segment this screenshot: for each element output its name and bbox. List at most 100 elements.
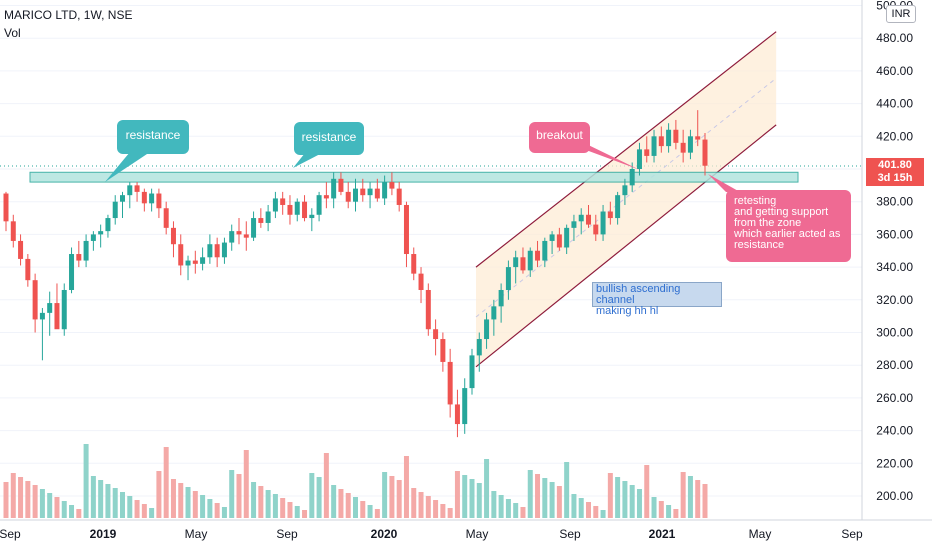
volume-bar [513,503,519,518]
candle-body [338,178,344,192]
breakout-callout[interactable]: breakout [529,122,590,153]
volume-bar [607,473,613,518]
volume-bar [280,498,286,518]
candle-body [658,136,664,147]
candle-body [54,303,60,330]
price-tick-label: 240.00 [876,424,913,438]
candle-body [112,201,118,219]
volume-bar [433,500,439,518]
chart-title: MARICO LTD, 1W, NSE [4,8,133,22]
volume-bar [469,479,475,518]
price-axis: 200.00 220.00 240.00 260.00 280.00 300.00 320.… [876,0,913,503]
volume-bar [549,482,555,518]
candle-body [141,191,147,204]
volume-bar [90,476,96,518]
candle-body [622,185,628,196]
volume-bar [251,482,257,518]
candle-body [440,339,446,362]
volume-bar [491,491,497,518]
candle-body [243,234,249,238]
volume-bar [185,487,191,518]
volume-bar [236,474,242,518]
candle-body [687,136,693,153]
volume-bar [163,447,169,518]
candle-body [25,258,31,281]
candle-body [316,195,322,215]
volume-bar [418,492,424,518]
candle-body [302,201,308,219]
volume-bar [586,502,591,518]
candle-body [192,260,198,264]
candle-body [69,254,75,290]
volume-bar [76,509,82,518]
volume-bar [221,507,227,518]
candle-body [527,250,533,271]
candle-body [469,355,475,389]
volume-bar [338,489,344,518]
volume-bar [120,492,125,518]
candle-body [280,198,286,205]
candle-body [367,188,373,196]
candle-body [178,244,184,266]
volume-bar [527,470,533,518]
candle-body [389,182,395,189]
resistance-callout-1[interactable]: resistance [117,120,189,154]
candle-body [600,211,606,235]
volume-bar [243,450,249,518]
channel-note[interactable]: bullish ascending channel making hh hl [592,282,722,317]
resistance-callout-2[interactable]: resistance [294,122,364,155]
retesting-line-3: from the zone [734,217,802,229]
candle-body [127,185,133,196]
volume-bar [192,491,198,518]
volume-bar [702,484,708,518]
volume-bar [272,494,278,518]
volume-bar [331,485,337,518]
candle-body [418,273,424,290]
candle-body [586,214,591,225]
volume-bar [680,472,686,518]
volume-bar [156,471,162,518]
volume-bar [615,477,621,518]
candle-body [32,280,38,320]
volume-bar [673,509,679,518]
price-tick-label: 280.00 [876,358,913,372]
time-tick-label: Sep [559,527,581,541]
volume-bar [447,508,453,518]
volume-bar [389,476,395,518]
candle-body [251,218,257,238]
currency-button[interactable]: INR [886,5,916,23]
volume-bar [83,444,89,518]
volume-bar [600,510,606,518]
volume-bar [505,499,511,518]
volume-bar [18,477,24,518]
candle-body [3,193,9,222]
candle-body [520,257,526,271]
candle-body [120,195,125,202]
retesting-callout[interactable]: retesting and getting support from the z… [726,190,851,262]
candle-body [615,195,621,219]
volume-bar [54,497,60,518]
candle-body [294,201,300,215]
resistance-zone-rect [29,171,799,183]
volume-bar [454,471,460,518]
candle-body [629,169,635,186]
candle-body [498,289,504,307]
price-tick-label: 460.00 [876,64,913,78]
candle-body [476,339,482,356]
channel-upper-line [475,31,777,268]
candle-body [491,306,497,320]
volume-bar [3,482,9,518]
price-tick-label: 480.00 [876,31,913,45]
volume-bar [127,496,133,518]
volume-bar [294,506,300,518]
last-price-tag: 401.80 3d 15h [866,158,924,186]
candle-body [105,218,111,232]
volume-bar [69,505,75,518]
retesting-line-1: retesting [734,195,777,207]
price-tick-label: 320.00 [876,293,913,307]
volume-bar [170,479,176,518]
candle-body [571,221,577,228]
volume-bar [345,493,351,518]
volume-bar [353,497,358,518]
